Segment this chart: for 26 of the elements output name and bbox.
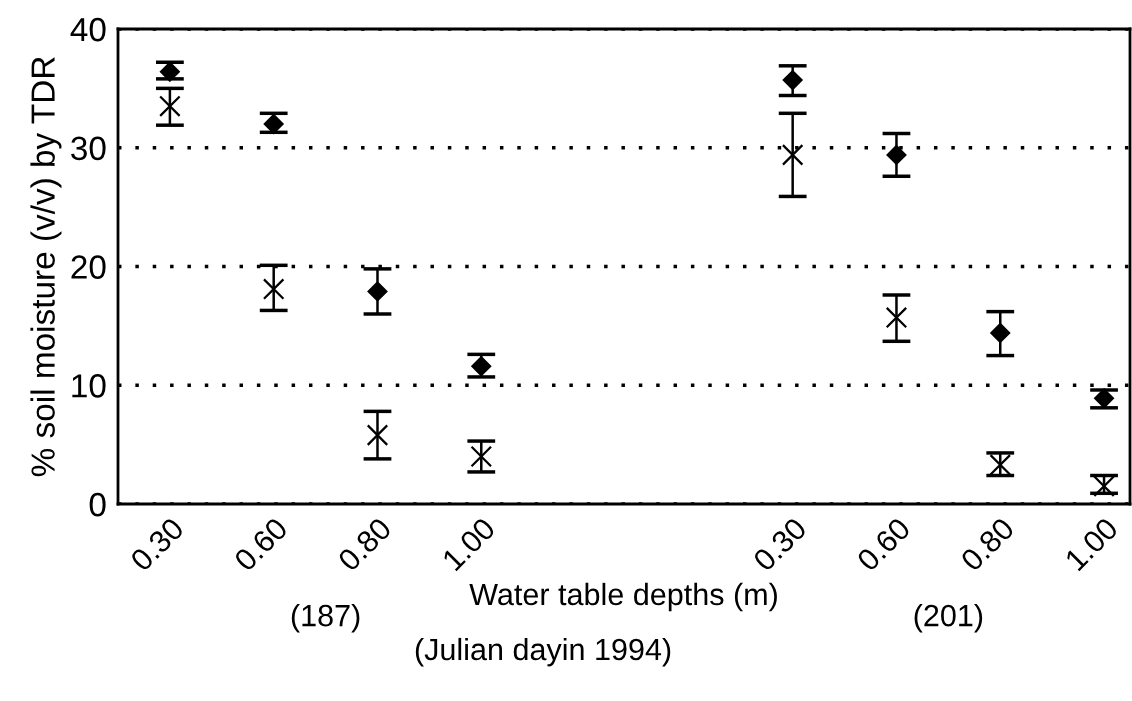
text: (Julian dayin 1994) — [415, 637, 671, 667]
y-axis-title: % soil moisture (v/v) by TDR — [30, 57, 62, 477]
y-tick-label: 40 — [70, 17, 106, 42]
y-tick-label: 20 — [71, 255, 106, 279]
text: (201) — [914, 604, 983, 633]
point — [990, 323, 1011, 343]
y-tick-label: 0 — [89, 492, 106, 517]
text: (187) — [291, 604, 360, 633]
x-tick-label: 0.30 — [752, 516, 808, 573]
point — [159, 95, 181, 118]
x-tick-label: 0.60 — [855, 516, 912, 573]
point — [366, 424, 389, 446]
x-tick-label: 0.80 — [336, 516, 393, 573]
point — [885, 306, 908, 329]
point — [262, 278, 285, 300]
point — [470, 445, 493, 468]
point — [781, 144, 804, 166]
point — [886, 144, 907, 165]
point — [367, 281, 388, 302]
y-tick-label: 10 — [72, 374, 106, 398]
x-tick-label: 0.80 — [959, 516, 1016, 573]
y-tick-label: 30 — [71, 136, 106, 161]
point — [782, 70, 803, 91]
x-axis-title: Water table depths (m) — [469, 582, 777, 612]
x-tick-label: 0.60 — [233, 516, 289, 573]
x-tick-label: 0.30 — [129, 516, 185, 573]
